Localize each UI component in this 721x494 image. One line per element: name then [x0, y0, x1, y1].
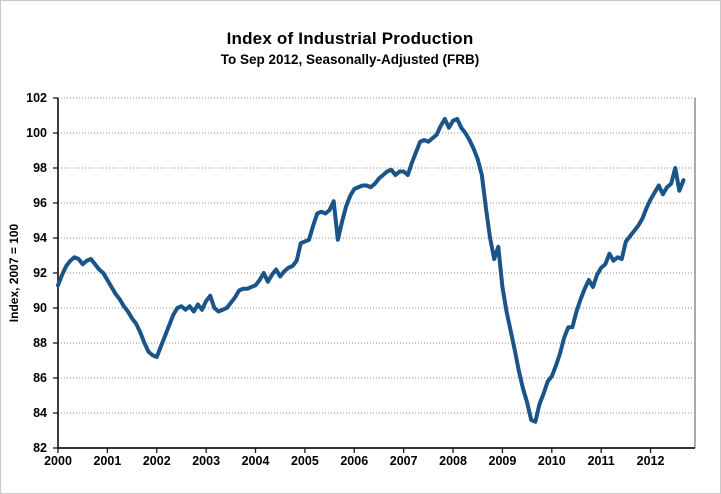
data-line	[56, 117, 686, 424]
y-axis-tick-label: 88	[33, 336, 47, 350]
x-axis-tick-label: 2001	[93, 454, 122, 468]
chart-title: Index of Industrial Production	[226, 29, 474, 48]
x-axis-tick-label: 2009	[488, 454, 517, 468]
y-axis-tick-label: 98	[33, 161, 47, 175]
x-axis-tick-label: 2008	[439, 454, 467, 468]
plot-area	[53, 97, 696, 453]
x-axis-tick-label: 2004	[241, 454, 270, 468]
x-axis-tick-label: 2007	[389, 454, 418, 468]
x-axis-tick-label: 2003	[192, 454, 221, 468]
y-axis-tick-label: 84	[33, 406, 47, 420]
y-axis-tick-label: 100	[26, 126, 47, 140]
x-axis-tick-label: 2010	[537, 454, 566, 468]
chart-subtitle: To Sep 2012, Seasonally-Adjusted (FRB)	[220, 52, 480, 67]
x-axis-tick-label: 2006	[340, 454, 369, 468]
y-axis-tick-label: 86	[33, 371, 47, 385]
x-axis-tick-label: 2002	[142, 454, 171, 468]
x-axis-tick-label: 2000	[44, 454, 72, 468]
y-axis-tick-label: 90	[33, 301, 47, 315]
y-axis-tick-label: 96	[33, 196, 47, 210]
x-axis-tick-label: 2005	[290, 454, 319, 468]
y-axis-tick-label: 82	[33, 441, 47, 455]
y-axis-tick-label: 94	[33, 231, 47, 245]
y-axis-tick-label: 92	[33, 266, 47, 280]
y-axis-tick-label: 102	[26, 91, 47, 105]
x-axis-tick-label: 2011	[587, 454, 615, 468]
x-axis-tick-label: 2012	[636, 454, 665, 468]
